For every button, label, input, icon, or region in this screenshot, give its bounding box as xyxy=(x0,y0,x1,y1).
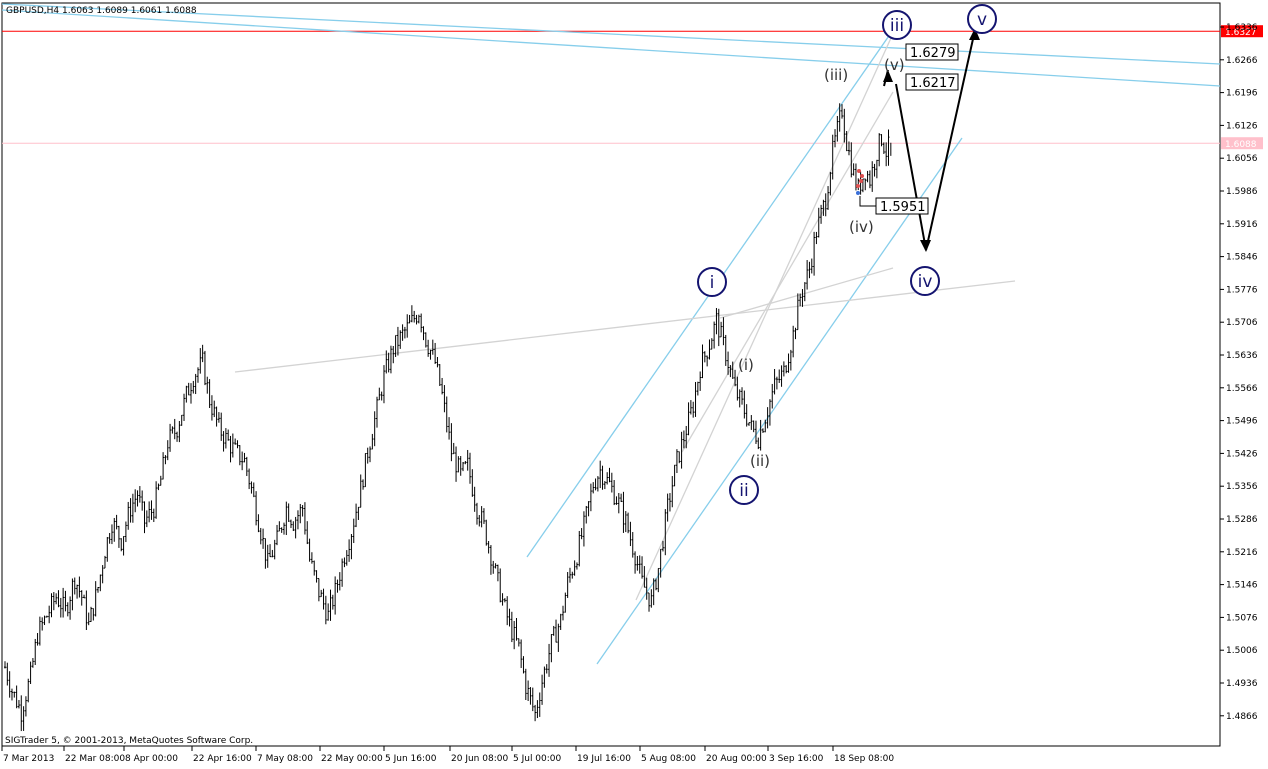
y-tick-label: 1.5566 xyxy=(1226,384,1258,394)
wave-circle xyxy=(729,475,759,505)
level-box-label: 1.5951 xyxy=(880,200,926,215)
price-tag-label: 1.6088 xyxy=(1225,140,1257,150)
y-tick-label: 1.5706 xyxy=(1226,318,1258,328)
y-tick-label: 1.4936 xyxy=(1226,679,1258,689)
arrow-up-icon xyxy=(883,70,893,82)
x-tick-label: 20 Aug 00:00 xyxy=(706,754,767,764)
level-box xyxy=(905,43,959,61)
x-tick-label: 20 Jun 08:00 xyxy=(451,754,508,764)
x-tick-label: 5 Jul 00:00 xyxy=(513,754,562,764)
price-tag-label: 1.6327 xyxy=(1225,28,1257,38)
y-tick-label: 1.6126 xyxy=(1226,121,1258,131)
wave-circle-label: v xyxy=(977,10,987,30)
descending-trendline-upper xyxy=(1,3,1221,65)
wave-trendline-1 xyxy=(635,37,892,601)
wave-trendline-3 xyxy=(719,267,894,319)
wave-circle-label: i xyxy=(710,273,715,293)
wave-circle xyxy=(967,4,997,34)
annotations-layer: 1.62791.62171.5951(i)(ii)(iii)(iv)(v)iii… xyxy=(697,4,1263,505)
y-tick-label: 1.5216 xyxy=(1226,548,1258,558)
horizontal-trendline xyxy=(234,280,1016,373)
y-tick-label: 1.5146 xyxy=(1226,581,1258,591)
wave-circle xyxy=(910,266,940,296)
price-tag xyxy=(1221,25,1263,38)
level-box-label: 1.6279 xyxy=(910,46,956,61)
wave-label: (iv) xyxy=(849,218,874,236)
price-axis: 1.6336 1.6266 1.6196 1.6126 1.6056 1.5986 1.59… xyxy=(1220,23,1258,722)
arrow-down-icon xyxy=(920,240,931,252)
signal-marker-icon xyxy=(860,174,864,178)
y-tick-label: 1.5356 xyxy=(1226,482,1258,492)
wave-circle-label: iv xyxy=(918,272,933,292)
y-tick-label: 1.5636 xyxy=(1226,351,1258,361)
signal-marker-icon xyxy=(857,169,861,173)
y-tick-label: 1.6336 xyxy=(1226,23,1258,33)
signal-marker-icon xyxy=(856,191,860,195)
wave-trendline-2 xyxy=(681,91,894,453)
y-tick-label: 1.5916 xyxy=(1226,220,1258,230)
x-tick-label: 8 Apr 00:00 xyxy=(125,754,178,764)
wave-circle xyxy=(882,10,912,40)
x-tick-label: 7 May 08:00 xyxy=(257,754,313,764)
wave-label: (i) xyxy=(738,356,754,374)
price-tag xyxy=(1221,137,1263,150)
descending-trendline-lower xyxy=(1,9,1221,87)
candlestick-series xyxy=(4,103,892,732)
y-tick-label: 1.6266 xyxy=(1226,56,1258,66)
time-axis: 7 Mar 2013 22 Mar 08:00 8 Apr 00:00 22 Apr … xyxy=(1,746,894,764)
arrow-up-icon xyxy=(969,28,980,40)
wave-circle xyxy=(697,267,727,297)
level-box-label: 1.6217 xyxy=(910,76,956,91)
wave-label: (iii) xyxy=(824,66,848,84)
x-tick-label: 22 May 00:00 xyxy=(321,754,383,764)
y-tick-label: 1.5006 xyxy=(1226,646,1258,656)
x-tick-label: 18 Sep 08:00 xyxy=(834,754,894,764)
y-tick-label: 1.6196 xyxy=(1226,89,1258,99)
x-tick-label: 19 Jul 16:00 xyxy=(577,754,631,764)
y-tick-label: 1.5076 xyxy=(1226,613,1258,623)
wave-circle-label: iii xyxy=(890,16,904,36)
copyright-text: SIGTrader 5, © 2001-2013, MetaQuotes Sof… xyxy=(5,736,253,746)
x-tick-label: 5 Aug 08:00 xyxy=(641,754,696,764)
x-tick-label: 22 Apr 16:00 xyxy=(193,754,252,764)
y-tick-label: 1.5496 xyxy=(1226,417,1258,427)
signal-marker-icon xyxy=(856,184,860,188)
wave-label: (ii) xyxy=(750,452,770,470)
y-tick-label: 1.5286 xyxy=(1226,515,1258,525)
x-tick-label: 22 Mar 08:00 xyxy=(65,754,125,764)
chart-header: GBPUSD,H4 1.6063 1.6089 1.6061 1.6088 xyxy=(6,6,197,16)
x-tick-label: 7 Mar 2013 xyxy=(3,754,54,764)
level-box-leader xyxy=(859,196,876,207)
signal-marker-icon xyxy=(859,179,863,183)
level-box xyxy=(905,73,959,91)
y-tick-label: 1.5776 xyxy=(1226,285,1258,295)
plot-area xyxy=(1,2,1221,747)
y-tick-label: 1.5426 xyxy=(1226,449,1258,459)
wave-label: (v) xyxy=(884,56,905,74)
y-tick-label: 1.5846 xyxy=(1226,253,1258,263)
y-tick-label: 1.5986 xyxy=(1226,187,1258,197)
x-tick-label: 3 Sep 16:00 xyxy=(769,754,824,764)
y-tick-label: 1.4866 xyxy=(1226,712,1258,722)
x-tick-label: 5 Jun 16:00 xyxy=(385,754,437,764)
wave-circle-label: ii xyxy=(739,481,748,501)
y-tick-label: 1.6056 xyxy=(1226,154,1258,164)
